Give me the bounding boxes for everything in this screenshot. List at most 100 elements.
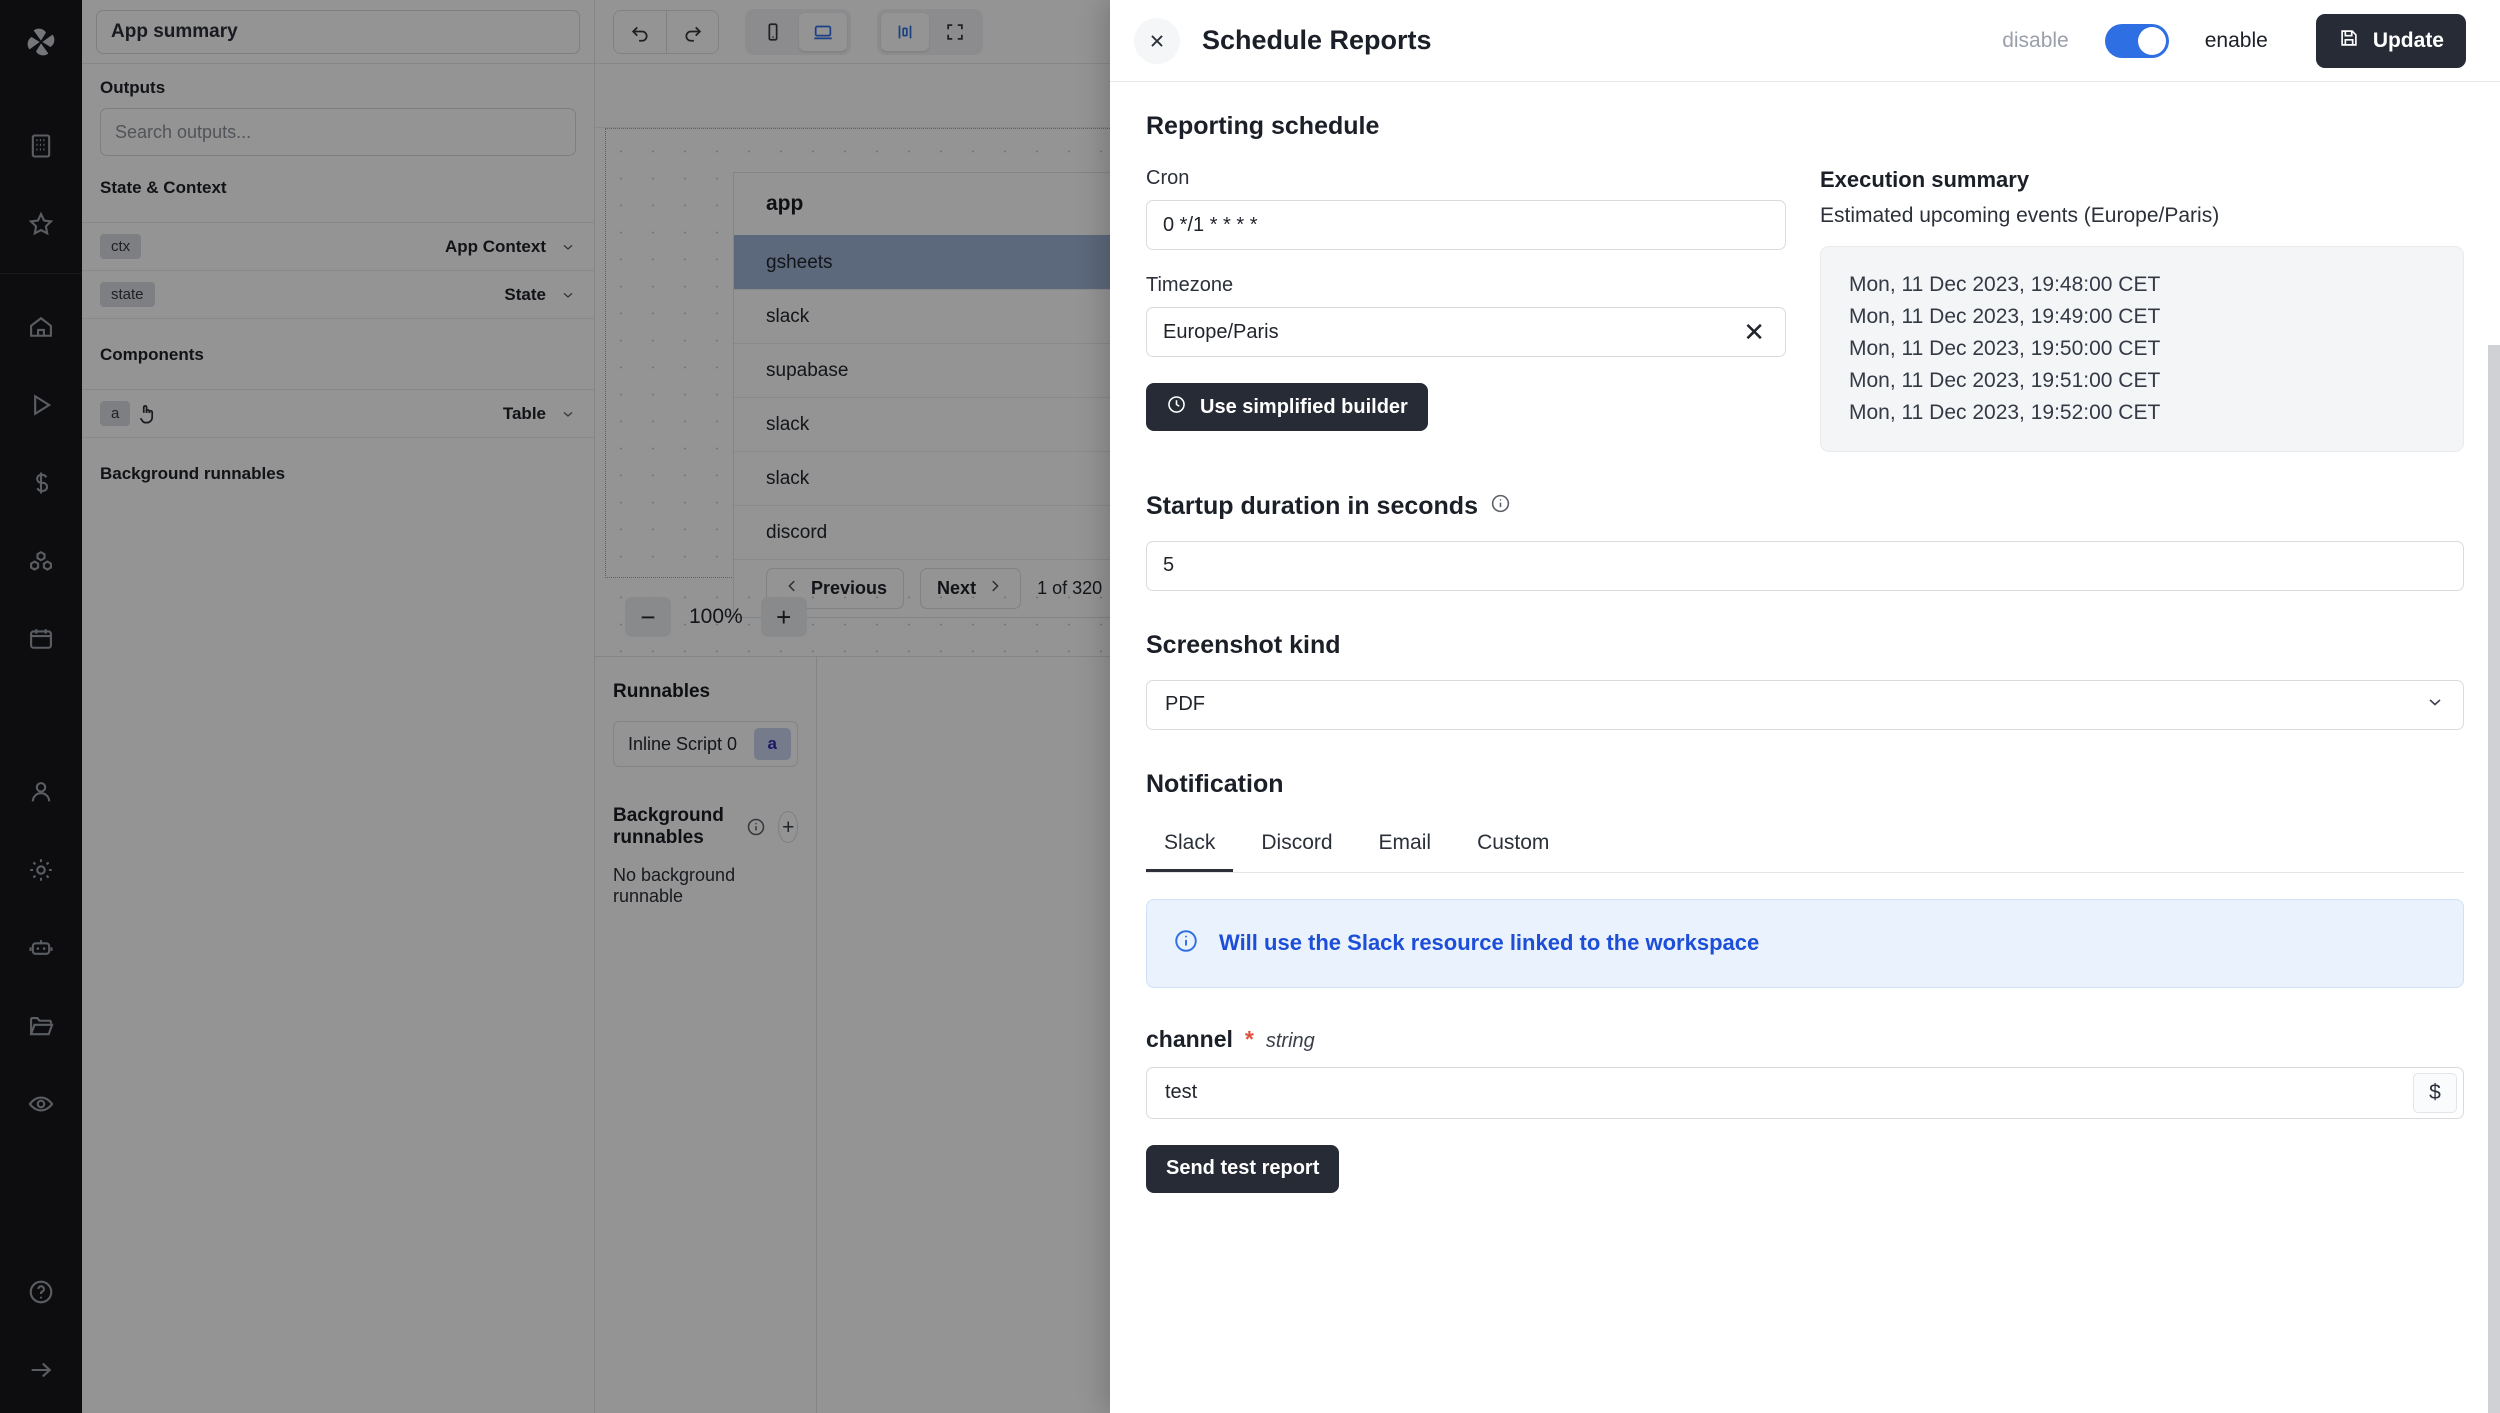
timezone-value: Europe/Paris — [1163, 320, 1279, 343]
center-align-icon[interactable] — [881, 12, 929, 51]
home-icon[interactable] — [20, 306, 62, 348]
clear-icon[interactable]: ✕ — [1743, 317, 1765, 347]
execution-summary-column: Execution summary Estimated upcoming eve… — [1820, 167, 2464, 452]
robot-icon[interactable] — [20, 927, 62, 969]
clock-icon — [1166, 394, 1187, 421]
screenshot-kind-select[interactable]: PDF — [1146, 679, 2464, 730]
chip-state: state — [100, 282, 155, 307]
slack-resource-alert: Will use the Slack resource linked to th… — [1146, 898, 2464, 988]
add-background-runnable-button[interactable]: + — [778, 811, 798, 843]
notification-block: Notification Slack Discord Email Custom … — [1146, 770, 2464, 1193]
list-item: Mon, 11 Dec 2023, 19:48:00 CET — [1849, 273, 2161, 296]
enable-toggle[interactable] — [2104, 23, 2169, 58]
send-test-report-button[interactable]: Send test report — [1146, 1144, 1340, 1193]
zoom-level: 100% — [689, 605, 743, 628]
left-inspector-panel: App summary Outputs Search outputs... St… — [82, 0, 595, 1413]
state-row-state[interactable]: state State — [82, 271, 594, 319]
list-item: Mon, 11 Dec 2023, 19:49:00 CET — [1849, 304, 2161, 328]
rail-divider — [0, 273, 82, 274]
dollar-icon[interactable]: $ — [2413, 1072, 2457, 1113]
play-icon[interactable] — [20, 384, 62, 426]
divider — [82, 389, 594, 390]
state-context-header: State & Context — [100, 178, 227, 197]
outputs-header: Outputs — [100, 78, 166, 97]
inline-script-badge: a — [753, 728, 791, 760]
chevron-down-icon[interactable] — [560, 239, 576, 255]
app-title-input[interactable]: App summary — [96, 9, 580, 54]
update-button[interactable]: Update — [2315, 13, 2466, 68]
user-icon[interactable] — [20, 771, 62, 813]
table-column-header: app — [766, 192, 804, 215]
reporting-schedule-title: Reporting schedule — [1146, 112, 1380, 140]
eye-icon[interactable] — [20, 1083, 62, 1125]
builder-label: Use simplified builder — [1200, 395, 1408, 418]
mobile-view-icon[interactable] — [749, 13, 797, 51]
inline-script-item[interactable]: Inline Script 0 a — [613, 721, 798, 767]
channel-type: string — [1265, 1029, 1315, 1052]
chevron-down-icon[interactable] — [560, 406, 576, 422]
inline-script-label: Inline Script 0 — [628, 733, 738, 754]
zoom-in-button[interactable]: + — [760, 597, 807, 637]
drawer-body: Reporting schedule Cron 0 */1 * * * * Ti… — [1110, 82, 2500, 1413]
tab-email[interactable]: Email — [1378, 830, 1432, 854]
tab-custom[interactable]: Custom — [1477, 830, 1550, 854]
chevron-down-icon — [2425, 692, 2445, 718]
toggle-enable-label: enable — [2204, 28, 2268, 52]
runnables-header: Runnables — [613, 681, 711, 702]
notification-tabs: Slack Discord Email Custom — [1146, 821, 2464, 873]
info-icon[interactable] — [1490, 492, 1511, 521]
startup-duration-input[interactable]: 5 — [1146, 540, 2464, 591]
calendar-icon[interactable] — [20, 618, 62, 660]
undo-icon[interactable] — [614, 10, 666, 53]
background-runnables-header: Background runnables — [100, 464, 286, 483]
info-icon[interactable] — [746, 817, 766, 837]
building-icon[interactable] — [20, 125, 62, 167]
close-icon[interactable] — [1134, 17, 1180, 64]
use-simplified-builder-button[interactable]: Use simplified builder — [1146, 383, 1428, 431]
update-label: Update — [2372, 28, 2444, 52]
star-icon[interactable] — [20, 203, 62, 245]
component-row-label: Table — [502, 403, 546, 423]
tab-discord[interactable]: Discord — [1261, 830, 1333, 854]
channel-label-row: channel * string — [1146, 1026, 2464, 1053]
channel-input[interactable]: test $ — [1146, 1066, 2464, 1119]
windmill-logo-icon[interactable] — [21, 22, 61, 67]
background-runnables-empty: No background runnable — [613, 865, 736, 906]
screenshot-kind-value: PDF — [1165, 693, 1205, 716]
runnables-panel: Runnables Inline Script 0 a Background r… — [595, 657, 817, 1413]
timezone-input[interactable]: Europe/Paris ✕ — [1146, 307, 1786, 357]
gear-icon[interactable] — [20, 849, 62, 891]
toggle-knob — [2137, 26, 2166, 55]
desktop-view-icon[interactable] — [799, 12, 847, 51]
arrow-right-icon[interactable] — [20, 1349, 62, 1391]
help-circle-icon[interactable] — [20, 1271, 62, 1313]
redo-icon[interactable] — [666, 10, 718, 53]
cron-input[interactable]: 0 */1 * * * * — [1146, 200, 1786, 250]
fullscreen-icon[interactable] — [931, 13, 979, 51]
undo-redo-group — [613, 9, 719, 54]
channel-name: channel — [1146, 1025, 1233, 1052]
list-item: Mon, 11 Dec 2023, 19:51:00 CET — [1849, 368, 2161, 392]
component-row-table[interactable]: a Table — [82, 390, 594, 438]
timezone-label: Timezone — [1146, 274, 1234, 296]
alert-text: Will use the Slack resource linked to th… — [1219, 930, 1760, 956]
notification-label: Notification — [1146, 769, 1284, 798]
dollar-icon[interactable] — [20, 462, 62, 504]
toggle-disable-label: disable — [2002, 28, 2069, 52]
drawer-scrollbar[interactable] — [2488, 345, 2500, 1413]
zoom-out-button[interactable]: − — [625, 597, 671, 637]
info-icon — [1173, 928, 1199, 959]
screenshot-kind-label: Screenshot kind — [1146, 630, 1341, 659]
cron-label: Cron — [1146, 167, 1190, 189]
screenshot-kind-block: Screenshot kind PDF — [1146, 631, 2464, 730]
viewport-group — [745, 8, 851, 55]
cubes-icon[interactable] — [20, 540, 62, 582]
state-row-ctx[interactable]: ctx App Context — [82, 223, 594, 271]
tab-slack[interactable]: Slack — [1146, 821, 1234, 872]
search-outputs-input[interactable]: Search outputs... — [100, 108, 576, 156]
chip-ctx: ctx — [100, 234, 142, 259]
folder-icon[interactable] — [20, 1005, 62, 1047]
state-row-label: App Context — [444, 236, 546, 256]
chevron-down-icon[interactable] — [560, 287, 576, 303]
list-item: Mon, 11 Dec 2023, 19:52:00 CET — [1849, 400, 2161, 424]
